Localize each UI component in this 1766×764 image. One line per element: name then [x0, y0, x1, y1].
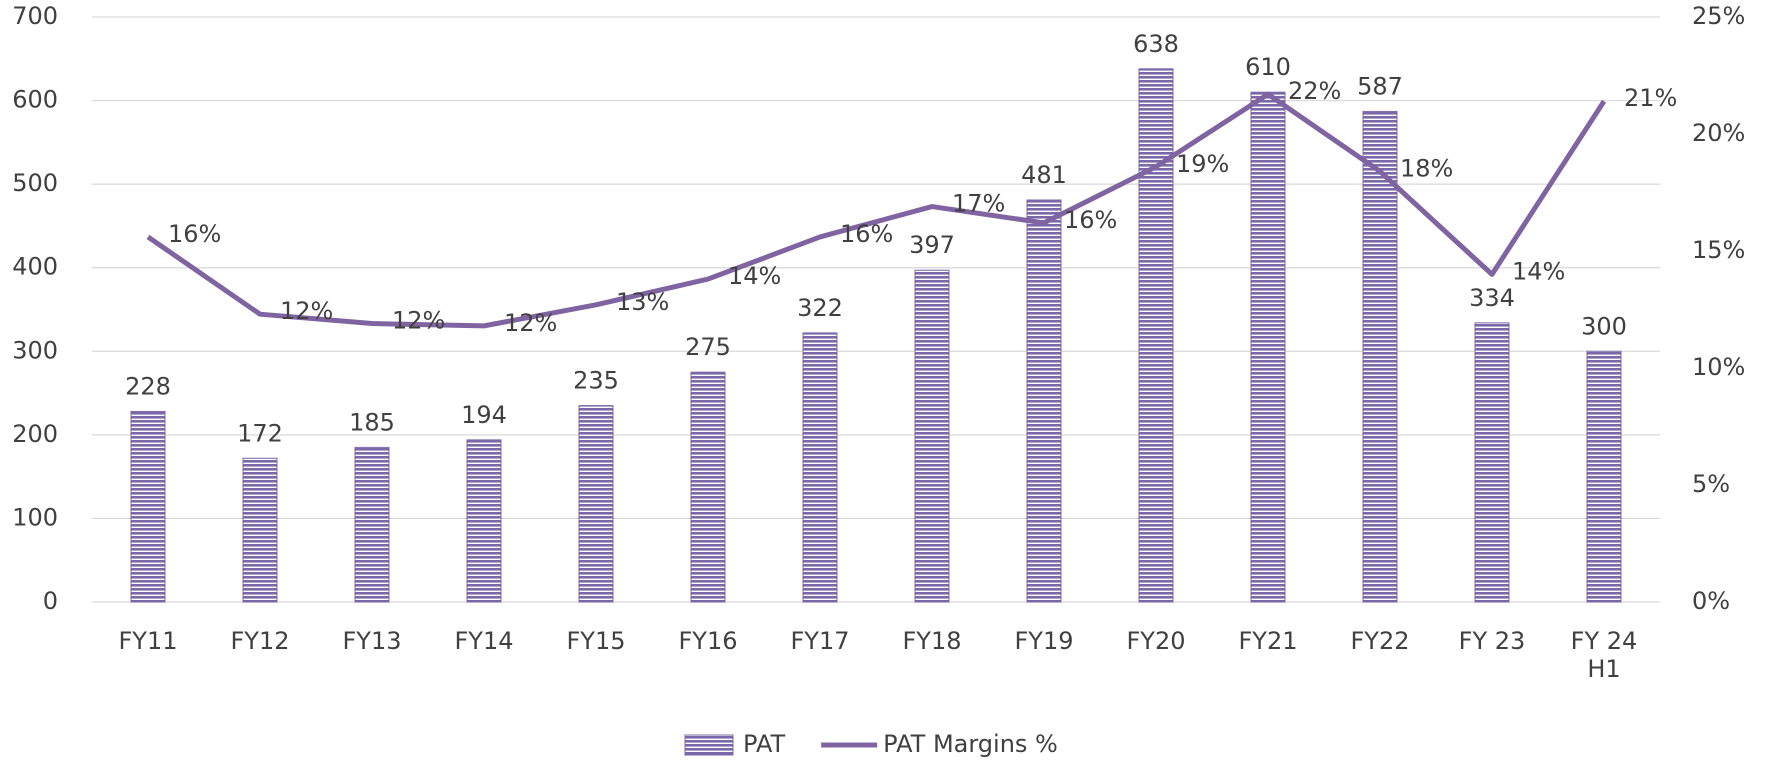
bar-value-label: 481 — [1021, 161, 1067, 189]
x-tick-label: FY16 — [663, 627, 753, 655]
line-value-label: 13% — [616, 288, 669, 316]
line-value-label: 17% — [952, 190, 1005, 218]
y2-tick-label: 10% — [1692, 353, 1745, 381]
bar — [131, 411, 165, 602]
x-tick-label-box: FY18 — [887, 627, 977, 697]
bar — [1139, 69, 1173, 602]
x-tick-label-box: FY19 — [999, 627, 1089, 697]
x-tick-label-box: FY11 — [103, 627, 193, 697]
line-value-label: 22% — [1288, 77, 1341, 105]
bar — [1475, 323, 1509, 602]
x-tick-label-box: FY17 — [775, 627, 865, 697]
y-tick-label: 200 — [12, 420, 58, 448]
y-tick-label: 500 — [12, 169, 58, 197]
bar-value-label: 300 — [1581, 312, 1627, 340]
x-tick-label: FY22 — [1335, 627, 1425, 655]
x-tick-label: FY20 — [1111, 627, 1201, 655]
bar-value-label: 587 — [1357, 72, 1403, 100]
x-tick-label-box: FY 24 H1 — [1559, 627, 1649, 697]
x-tick-label-box: FY13 — [327, 627, 417, 697]
x-tick-label: FY 23 — [1447, 627, 1537, 655]
y-tick-label: 400 — [12, 253, 58, 281]
x-tick-label: FY21 — [1223, 627, 1313, 655]
line-value-label: 18% — [1400, 154, 1453, 182]
x-tick-label-box: FY15 — [551, 627, 641, 697]
line-value-label: 12% — [280, 297, 333, 325]
x-tick-label: FY15 — [551, 627, 641, 655]
bar-value-label: 638 — [1133, 30, 1179, 58]
x-tick-label: FY17 — [775, 627, 865, 655]
legend-label: PAT — [743, 730, 785, 758]
bar — [1251, 92, 1285, 602]
bar-value-label: 185 — [349, 408, 395, 436]
x-tick-label: FY11 — [103, 627, 193, 655]
y2-tick-label: 20% — [1692, 119, 1745, 147]
y2-tick-label: 5% — [1692, 470, 1730, 498]
line-value-label: 16% — [840, 220, 893, 248]
bar — [691, 372, 725, 602]
bar — [1027, 200, 1061, 602]
x-tick-label: FY19 — [999, 627, 1089, 655]
x-tick-label-box: FY21 — [1223, 627, 1313, 697]
y2-tick-label: 25% — [1692, 2, 1745, 30]
bar — [243, 458, 277, 602]
bar-value-label: 275 — [685, 333, 731, 361]
line-value-label: 19% — [1176, 150, 1229, 178]
y-tick-label: 600 — [12, 86, 58, 114]
line-value-label: 21% — [1624, 84, 1677, 112]
y-tick-label: 0 — [43, 587, 58, 615]
x-tick-label: FY12 — [215, 627, 305, 655]
bar — [355, 447, 389, 602]
legend-swatch — [685, 735, 733, 755]
bar-value-label: 334 — [1469, 284, 1515, 312]
bar — [803, 333, 837, 602]
bar-value-label: 397 — [909, 231, 955, 259]
bar — [1587, 351, 1621, 602]
bar-value-label: 235 — [573, 367, 619, 395]
x-tick-label: FY18 — [887, 627, 977, 655]
line-value-label: 14% — [728, 262, 781, 290]
x-tick-label-box: FY14 — [439, 627, 529, 697]
bar-value-label: 610 — [1245, 53, 1291, 81]
line-value-label: 16% — [1064, 206, 1117, 234]
x-tick-label-box: FY22 — [1335, 627, 1425, 697]
x-tick-label-box: FY 23 — [1447, 627, 1537, 697]
x-tick-label: FY14 — [439, 627, 529, 655]
x-tick-label: FY13 — [327, 627, 417, 655]
bar — [579, 406, 613, 602]
y-tick-label: 100 — [12, 503, 58, 531]
bar-value-label: 322 — [797, 294, 843, 322]
y2-tick-label: 15% — [1692, 236, 1745, 264]
x-tick-label-box: FY20 — [1111, 627, 1201, 697]
chart: 0 100 200 300 400 500 600 700 0% 5% 10% 15% 20% 25% FY… — [0, 0, 1766, 760]
x-tick-label-box: FY16 — [663, 627, 753, 697]
line-value-label: 14% — [1512, 257, 1565, 285]
bar-value-label: 228 — [125, 372, 171, 400]
x-tick-label-box: FY12 — [215, 627, 305, 697]
line-value-label: 12% — [504, 309, 557, 337]
legend-label: PAT Margins % — [883, 730, 1058, 758]
bar — [915, 270, 949, 602]
bar-value-label: 194 — [461, 401, 507, 429]
y-tick-label: 300 — [12, 336, 58, 364]
bar-value-label: 172 — [237, 419, 283, 447]
x-tick-label: FY 24 H1 — [1559, 627, 1649, 683]
line-value-label: 12% — [392, 307, 445, 335]
bar — [467, 440, 501, 602]
y-tick-label: 700 — [12, 2, 58, 30]
y2-tick-label: 0% — [1692, 587, 1730, 615]
line-value-label: 16% — [168, 220, 221, 248]
